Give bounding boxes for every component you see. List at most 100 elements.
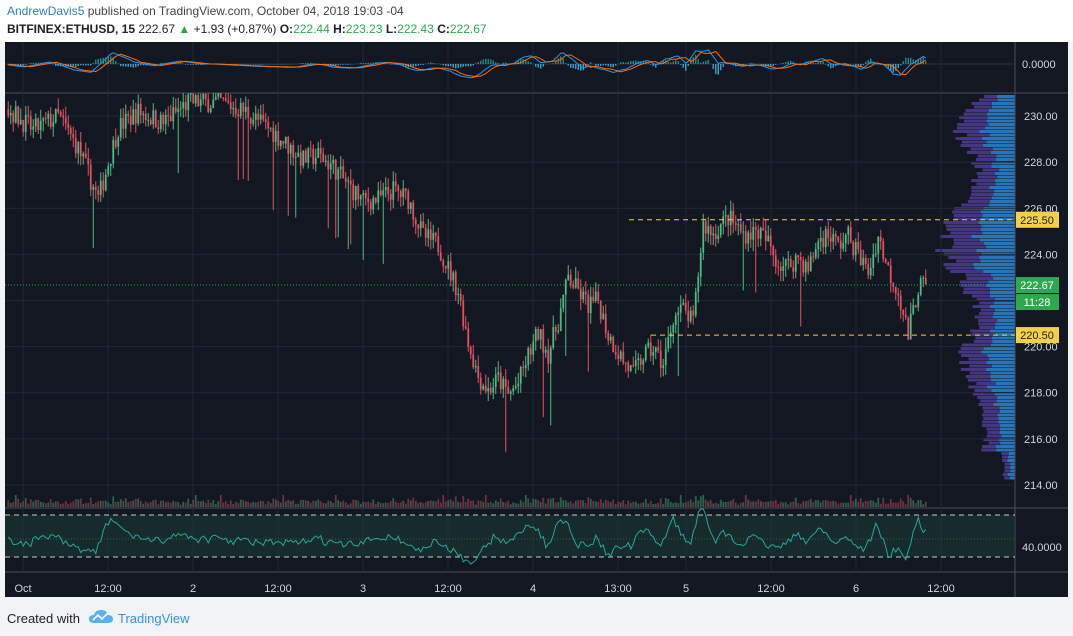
volume-bar [142, 503, 145, 507]
axes: 230.00228.00226.00224.00222.00220.00218.… [14, 59, 1061, 595]
volume-profile-bar [988, 441, 1001, 445]
candle-body [392, 181, 395, 200]
volume-profile-bar [968, 385, 988, 389]
volume-bar [547, 498, 550, 507]
volume-bar [647, 503, 650, 507]
candle-body [684, 302, 687, 311]
volume-bar [767, 501, 770, 507]
volume-bar [372, 499, 375, 507]
candle-body [627, 362, 630, 371]
volume-bar [134, 498, 137, 507]
volume-bar [894, 502, 897, 507]
volume-profile-bar [990, 200, 1015, 203]
volume-profile-bar [939, 235, 972, 238]
candle-body [427, 229, 430, 238]
volume-bar [349, 503, 352, 507]
candle-body [224, 97, 227, 101]
volume-bar [267, 501, 270, 507]
volume-bar [217, 501, 220, 507]
publish-info: published on TradingView.com, October 04… [84, 4, 404, 18]
candle-body [567, 274, 570, 280]
volume-bar [132, 500, 135, 507]
volume-profile-bar [962, 140, 987, 144]
volume-profile-bar [998, 417, 1015, 420]
candle-body [924, 277, 927, 285]
candle-body [874, 253, 877, 255]
volume-bar [839, 502, 842, 507]
tradingview-link[interactable]: TradingView [118, 611, 190, 626]
volume-bar [157, 504, 160, 507]
volume-bar [342, 500, 345, 507]
volume-bar [899, 498, 902, 507]
volume-profile-bar [979, 256, 1015, 259]
candle-body [662, 365, 665, 369]
volume-bar [122, 500, 125, 507]
candle-body [389, 194, 392, 200]
volume-profile-bar [1010, 462, 1015, 466]
volume-profile-bar [991, 161, 1015, 165]
volume-profile-bar [989, 357, 1015, 361]
volume-bar [614, 504, 617, 507]
candle-body [689, 310, 692, 322]
volume-profile-bar [960, 368, 987, 371]
volume-profile-bar [976, 172, 995, 175]
volume-bar [19, 502, 22, 507]
candle-body [477, 365, 480, 378]
volume-bar [789, 502, 792, 507]
chart-area[interactable]: 230.00228.00226.00224.00222.00220.00218.… [5, 42, 1068, 597]
volume-profile-bar [974, 165, 992, 168]
volume-bar [612, 499, 615, 507]
macd-tick-label: 0.0000 [1022, 59, 1056, 71]
author-link[interactable]: AndrewDavis5 [7, 4, 85, 18]
volume-bar [144, 501, 147, 507]
volume-profile-bar [982, 231, 1015, 235]
x-tick-label: 12:00 [757, 583, 785, 595]
candle-body [497, 372, 500, 375]
volume-bar [109, 504, 112, 507]
volume-bar [522, 502, 525, 507]
volume-bar [204, 502, 207, 507]
candle-body [137, 103, 140, 124]
volume-bar [844, 502, 847, 507]
volume-bar [469, 500, 472, 507]
candle-body [19, 119, 22, 125]
volume-profile-bar [971, 333, 996, 336]
candle-body [422, 221, 425, 228]
volume-profile-bar [982, 137, 1015, 140]
volume-bar [727, 501, 730, 507]
countdown-label: 11:28 [1024, 297, 1051, 309]
candle-body [734, 223, 737, 225]
volume-bar [152, 500, 155, 507]
candle-body [107, 166, 110, 175]
volume-bar [922, 504, 925, 507]
candle-body [114, 139, 117, 147]
candle-body [247, 106, 250, 118]
candle-body [914, 305, 917, 308]
chart-header: AndrewDavis5 published on TradingView.co… [0, 0, 1073, 42]
volume-bar [582, 500, 585, 507]
volume-profile-bar [994, 298, 1015, 301]
volume-bar [549, 498, 552, 507]
volume-bar [404, 503, 407, 507]
candle-body [554, 327, 557, 332]
candle-body [577, 278, 580, 289]
volume-bar [39, 501, 42, 507]
candle-body [24, 114, 27, 132]
candle-body [682, 302, 685, 305]
volume-bar [874, 502, 877, 507]
volume-bar [347, 504, 350, 507]
candle-body [579, 288, 582, 300]
candle-body [92, 186, 95, 190]
volume-bar [627, 500, 630, 507]
candle-body [339, 166, 342, 170]
volume-bar [124, 498, 127, 507]
candle-body [744, 231, 747, 244]
volume-bar [729, 500, 732, 507]
volume-profile-bar [953, 214, 983, 217]
candle-body [824, 229, 827, 248]
volume-bar [22, 501, 25, 507]
volume-profile-bar [960, 284, 987, 287]
volume-profile-bar [1008, 455, 1015, 459]
volume-bar [367, 501, 370, 507]
candle-body [532, 341, 535, 355]
